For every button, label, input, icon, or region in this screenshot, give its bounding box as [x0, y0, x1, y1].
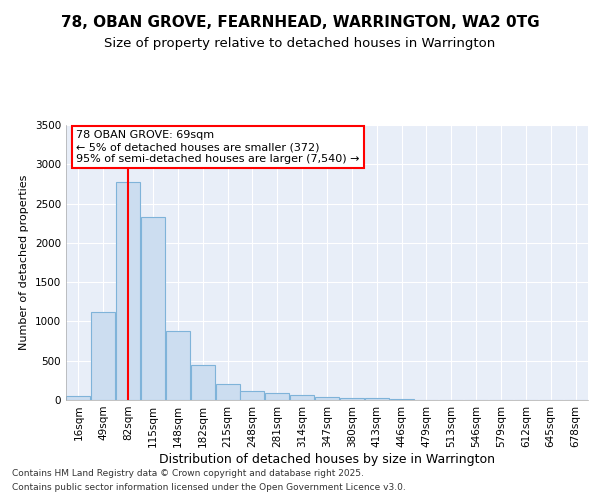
- Text: Contains public sector information licensed under the Open Government Licence v3: Contains public sector information licen…: [12, 484, 406, 492]
- Y-axis label: Number of detached properties: Number of detached properties: [19, 175, 29, 350]
- Bar: [265, 393, 289, 400]
- Text: Contains HM Land Registry data © Crown copyright and database right 2025.: Contains HM Land Registry data © Crown c…: [12, 468, 364, 477]
- Bar: [315, 397, 339, 400]
- Text: 78 OBAN GROVE: 69sqm
← 5% of detached houses are smaller (372)
95% of semi-detac: 78 OBAN GROVE: 69sqm ← 5% of detached ho…: [76, 130, 360, 164]
- X-axis label: Distribution of detached houses by size in Warrington: Distribution of detached houses by size …: [159, 452, 495, 466]
- Bar: [290, 396, 314, 400]
- Bar: [389, 399, 413, 400]
- Bar: [365, 398, 389, 400]
- Bar: [191, 364, 215, 400]
- Bar: [116, 182, 140, 400]
- Bar: [91, 312, 115, 400]
- Text: 78, OBAN GROVE, FEARNHEAD, WARRINGTON, WA2 0TG: 78, OBAN GROVE, FEARNHEAD, WARRINGTON, W…: [61, 15, 539, 30]
- Bar: [215, 384, 239, 400]
- Bar: [141, 217, 165, 400]
- Text: Size of property relative to detached houses in Warrington: Size of property relative to detached ho…: [104, 38, 496, 51]
- Bar: [67, 396, 91, 400]
- Bar: [340, 398, 364, 400]
- Bar: [166, 331, 190, 400]
- Bar: [241, 392, 265, 400]
